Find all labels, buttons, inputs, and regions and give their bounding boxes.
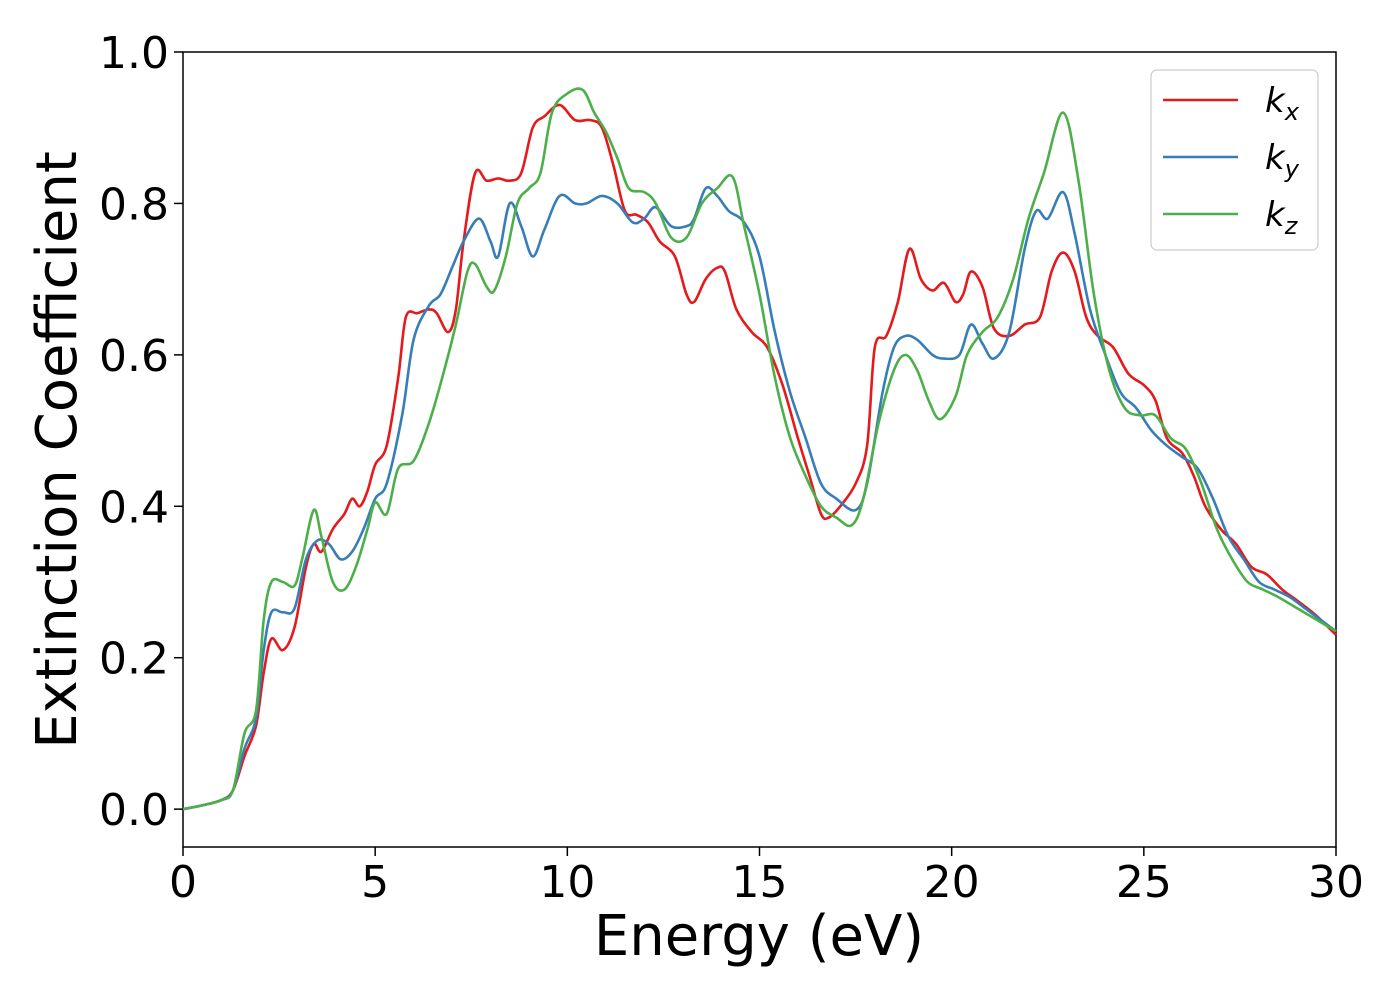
legend-label-kz: kz: [1265, 195, 1299, 240]
x-tick-label: 0: [169, 857, 197, 908]
x-tick-label: 5: [361, 857, 389, 908]
y-tick-label: 0.2: [99, 634, 169, 685]
x-axis-ticks: 0 5 10 15 20 25 30: [169, 847, 1364, 908]
y-axis-ticks: 0.0 0.2 0.4 0.6 0.8 1.0: [99, 28, 183, 836]
y-tick-label: 0.0: [99, 785, 169, 836]
legend-label-kx: kx: [1265, 81, 1300, 126]
x-tick-label: 30: [1308, 857, 1364, 908]
legend-label-ky: ky: [1265, 138, 1300, 183]
series-layer: [182, 87, 1337, 811]
y-axis-label: Extinction Coefficient: [25, 151, 90, 749]
series-line-kz: [182, 87, 1337, 811]
legend-box: [1150, 69, 1319, 251]
y-tick-label: 0.8: [99, 179, 169, 230]
series-line-ky: [182, 186, 1337, 811]
legend: kx ky kz: [1150, 69, 1319, 251]
legend-items: kx ky kz: [1163, 81, 1300, 240]
x-tick-label: 20: [924, 857, 980, 908]
y-tick-label: 1.0: [99, 28, 169, 79]
x-axis-label: Energy (eV): [594, 904, 924, 969]
x-tick-label: 10: [539, 857, 595, 908]
x-tick-label: 25: [1116, 857, 1172, 908]
y-tick-label: 0.6: [99, 331, 169, 382]
x-tick-label: 15: [732, 857, 788, 908]
y-tick-label: 0.4: [99, 482, 169, 533]
